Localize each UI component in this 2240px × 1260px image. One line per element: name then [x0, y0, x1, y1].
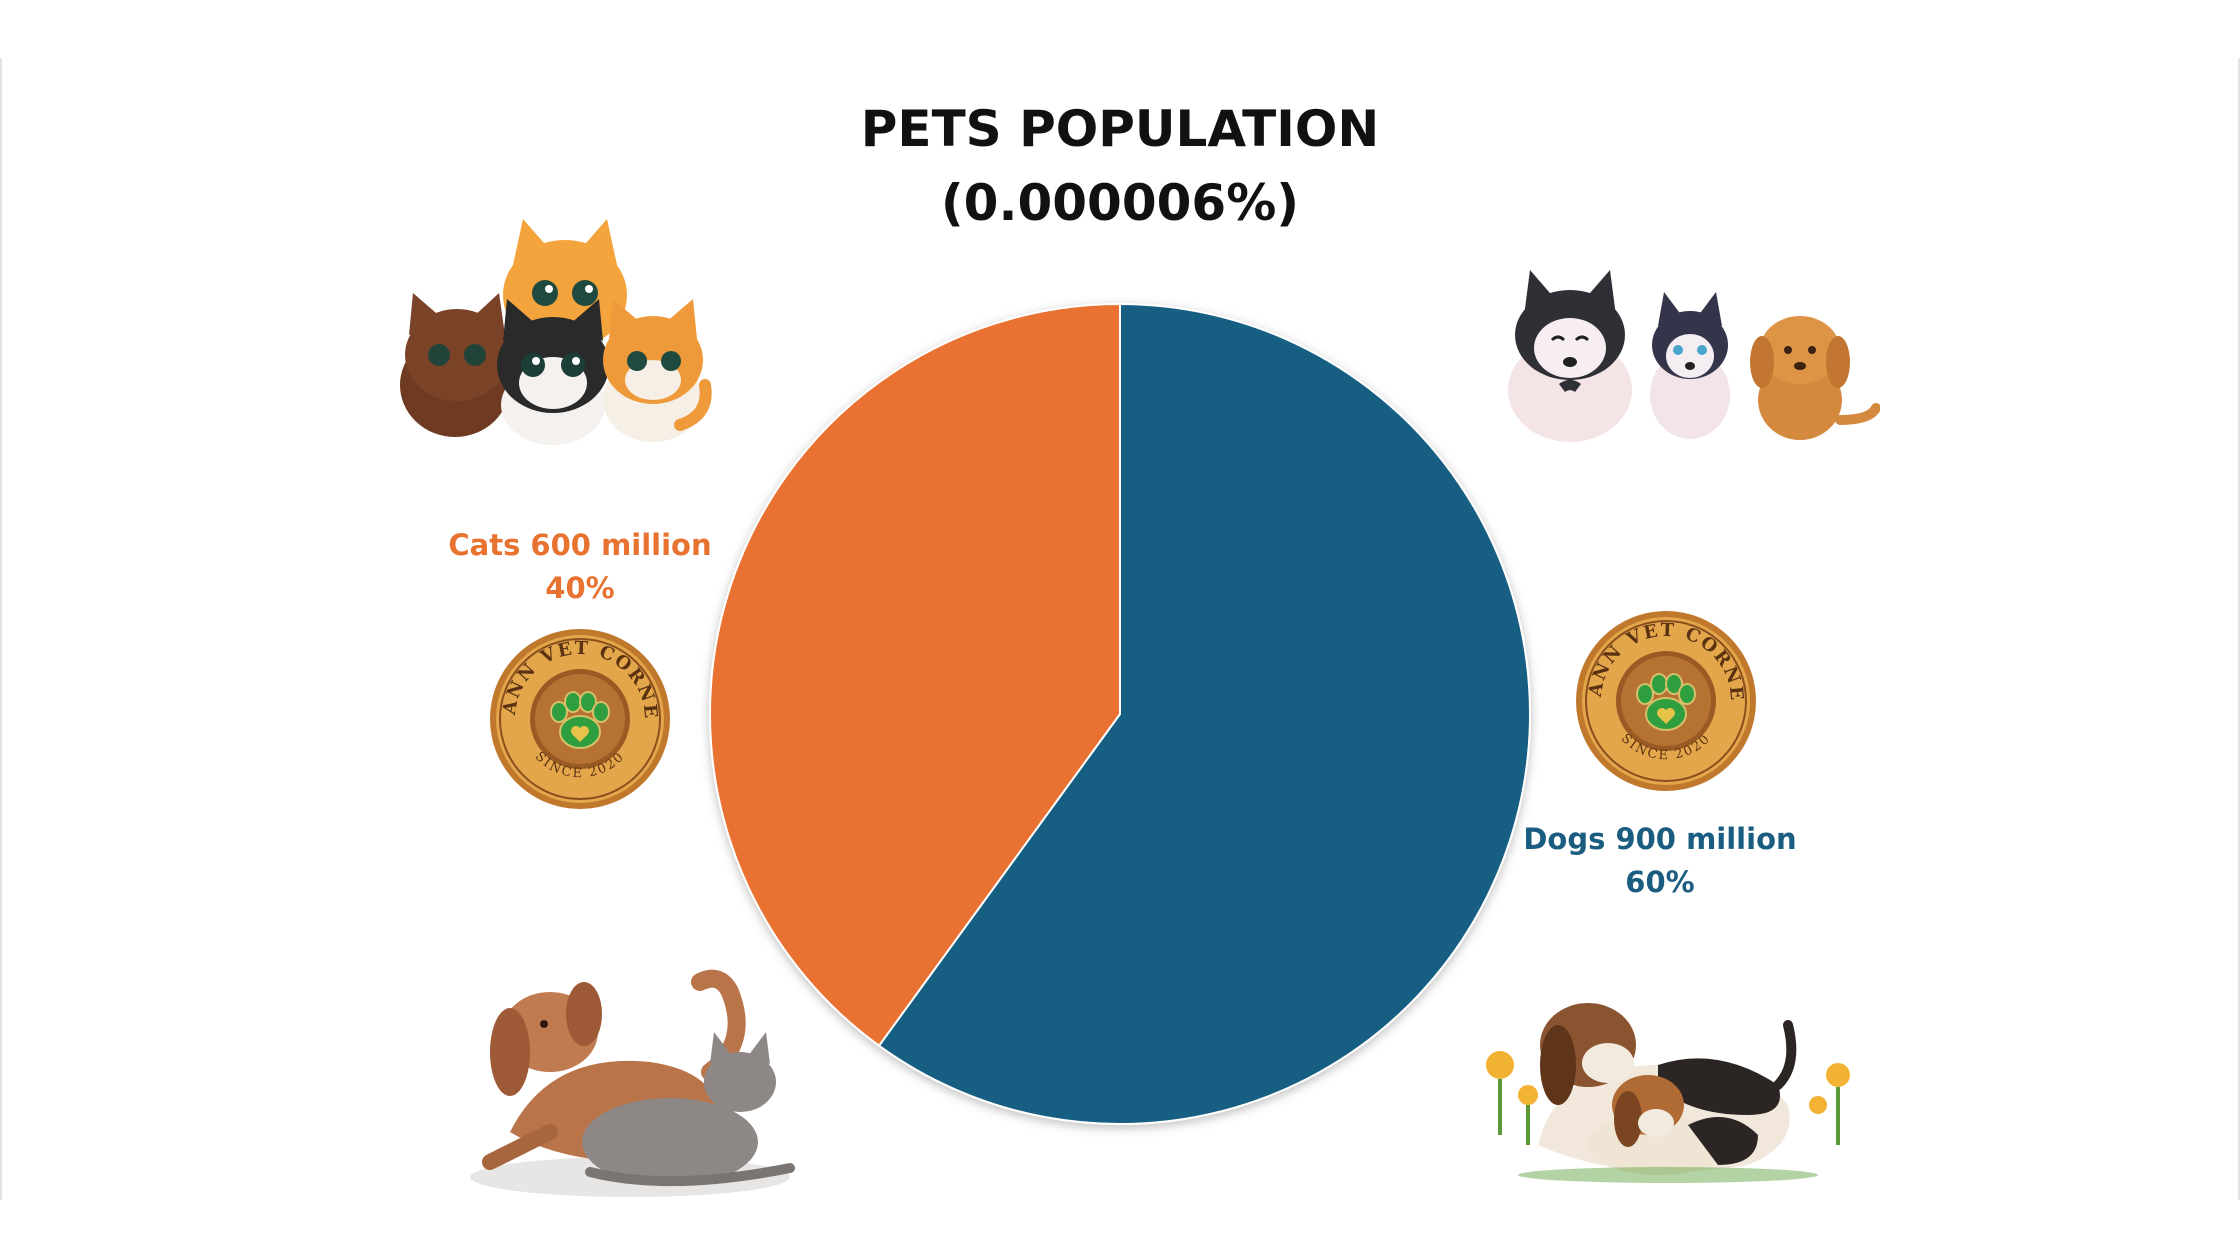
dog-cat-resting-icon	[470, 969, 795, 1197]
dogs-illustration-icon	[1508, 270, 1880, 442]
sleeping-dogs-icon	[1486, 1003, 1850, 1183]
cats-data-label: Cats 600 million 40%	[430, 524, 730, 610]
cats-label-text: Cats 600 million	[448, 528, 712, 562]
cats-illustration-icon	[400, 219, 712, 445]
cats-label-percent: 40%	[545, 571, 615, 605]
mann-vet-corner-badge-icon: MANN VET CORNER SINCE 2020	[487, 626, 670, 809]
dogs-data-label: Dogs 900 million 60%	[1510, 818, 1810, 904]
dogs-label-text: Dogs 900 million	[1523, 822, 1797, 856]
pie-slice-cats	[709, 302, 1121, 1048]
chart-title: PETS POPULATION	[860, 100, 1380, 158]
dogs-label-percent: 60%	[1625, 865, 1695, 899]
mann-vet-corner-badge-icon: MANN VET CORNER SINCE 2020	[1573, 608, 1756, 791]
pie-slice-dogs	[877, 302, 1531, 1125]
chart-subtitle: (0.000006%)	[940, 174, 1300, 232]
slide-frame	[0, 58, 2240, 1200]
